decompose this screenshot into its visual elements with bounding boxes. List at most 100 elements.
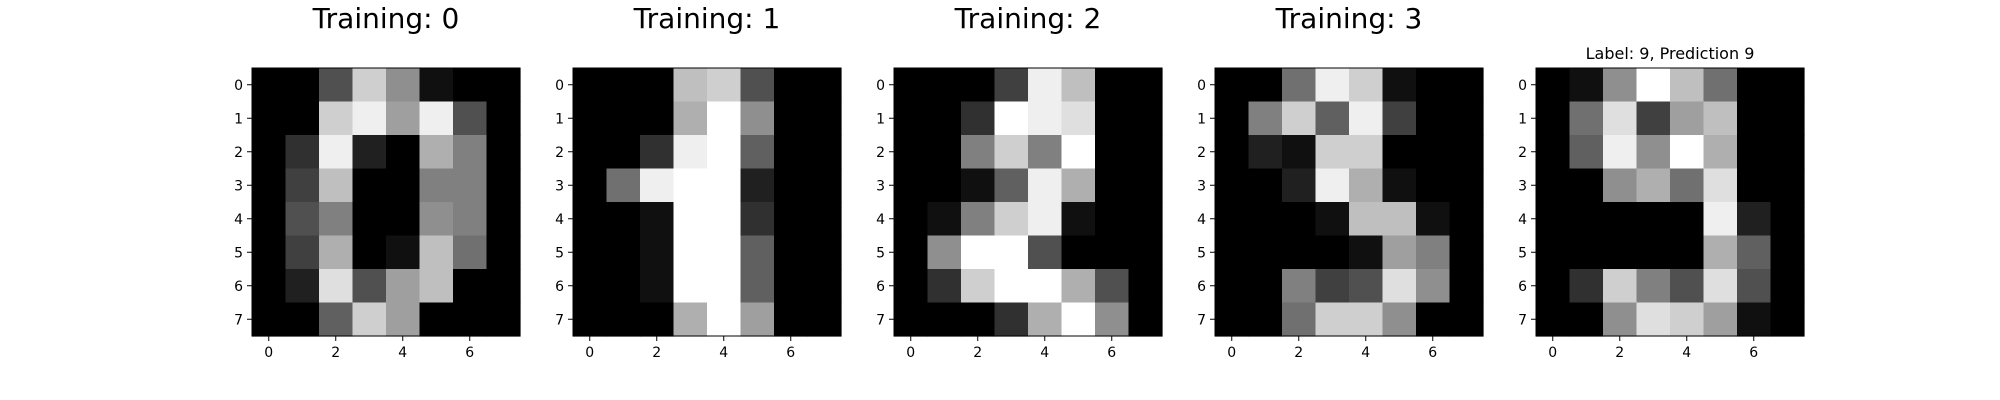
pixel-cell xyxy=(1382,68,1417,103)
pixel-cell xyxy=(1536,302,1571,337)
pixel-cell xyxy=(1449,68,1484,103)
pixel-cell xyxy=(1215,302,1250,337)
pixel-cell xyxy=(386,302,421,337)
pixel-cell xyxy=(994,202,1029,237)
pixel-cell xyxy=(1215,68,1250,103)
pixel-cell xyxy=(927,269,962,304)
pixel-cell xyxy=(319,135,354,170)
pixel-cell xyxy=(352,235,387,270)
pixel-cell xyxy=(1670,68,1705,103)
pixel-cell xyxy=(961,168,996,203)
pixel-cell xyxy=(1603,269,1638,304)
pixel-cell xyxy=(807,235,842,270)
pixel-cell xyxy=(927,202,962,237)
pixel-cell xyxy=(1416,101,1451,136)
pixel-cell xyxy=(1382,101,1417,136)
pixel-cell xyxy=(1095,68,1130,103)
pixel-cell xyxy=(1061,235,1096,270)
pixel-cell xyxy=(352,202,387,237)
pixel-cell xyxy=(1770,202,1805,237)
pixel-cell xyxy=(1028,168,1063,203)
pixel-cell xyxy=(285,135,320,170)
pixel-cell xyxy=(252,68,287,103)
pixel-cell xyxy=(1382,269,1417,304)
pixel-cell xyxy=(1215,168,1250,203)
digit-panel-2: 0 2 4 6 0 1 2 3 4 5 6 7 Training: 2 xyxy=(876,2,1163,361)
y-tick-label: 1 xyxy=(1518,111,1527,127)
pixel-cell xyxy=(419,235,454,270)
pixel-cell xyxy=(453,68,488,103)
y-tick-label: 2 xyxy=(1518,145,1527,161)
x-tick-label: 6 xyxy=(786,345,795,361)
panel-title: Label: 9, Prediction 9 xyxy=(1586,44,1755,63)
pixel-cell xyxy=(1028,68,1063,103)
y-tick-label: 4 xyxy=(1518,212,1527,228)
pixel-cell xyxy=(1215,135,1250,170)
pixel-cell xyxy=(1349,235,1384,270)
pixel-cell xyxy=(1569,135,1604,170)
pixel-cell xyxy=(707,302,742,337)
pixel-cell xyxy=(1315,302,1350,337)
y-tick-label: 4 xyxy=(555,212,564,228)
pixel-cell xyxy=(961,269,996,304)
pixel-cell xyxy=(1349,68,1384,103)
pixel-cell xyxy=(453,135,488,170)
pixel-cell xyxy=(1128,135,1163,170)
x-tick-label: 2 xyxy=(331,345,340,361)
y-tick-label: 5 xyxy=(876,245,885,261)
pixel-cell xyxy=(252,135,287,170)
pixel-cell xyxy=(1215,202,1250,237)
pixel-cell xyxy=(419,101,454,136)
pixel-cell xyxy=(927,168,962,203)
pixel-cell xyxy=(486,269,521,304)
pixel-cell xyxy=(994,135,1029,170)
y-tick-label: 1 xyxy=(234,111,243,127)
pixel-cell xyxy=(1248,269,1283,304)
y-tick-label: 6 xyxy=(555,279,564,295)
pixel-cell xyxy=(994,101,1029,136)
pixel-cell xyxy=(1703,101,1738,136)
pixel-cell xyxy=(319,302,354,337)
pixel-cell xyxy=(1603,302,1638,337)
x-tick-label: 2 xyxy=(973,345,982,361)
pixel-cell xyxy=(453,235,488,270)
pixel-cell xyxy=(1248,202,1283,237)
pixel-cell xyxy=(1349,202,1384,237)
pixel-cell xyxy=(1670,202,1705,237)
pixel-cell xyxy=(774,302,809,337)
y-tick-label: 0 xyxy=(876,78,885,94)
pixel-cell xyxy=(1603,168,1638,203)
y-tick-label: 7 xyxy=(1518,312,1527,328)
pixel-cell xyxy=(1449,101,1484,136)
pixel-cell xyxy=(640,235,675,270)
pixel-cell xyxy=(1095,135,1130,170)
y-tick-label: 2 xyxy=(555,145,564,161)
pixel-cell xyxy=(707,168,742,203)
y-tick-label: 6 xyxy=(234,279,243,295)
pixel-cell xyxy=(1416,135,1451,170)
pixel-cell xyxy=(285,269,320,304)
y-tick-label: 2 xyxy=(876,145,885,161)
pixel-cell xyxy=(1315,168,1350,203)
pixel-cell xyxy=(1095,269,1130,304)
pixel-cell xyxy=(1028,269,1063,304)
pixel-cell xyxy=(285,168,320,203)
pixel-cell xyxy=(606,235,641,270)
pixel-cell xyxy=(285,302,320,337)
pixel-cell xyxy=(1282,302,1317,337)
pixel-cell xyxy=(486,135,521,170)
pixel-cell xyxy=(319,235,354,270)
pixel-cell xyxy=(640,302,675,337)
axes-frame xyxy=(1214,67,1484,337)
pixel-cell xyxy=(961,68,996,103)
pixel-cell xyxy=(673,269,708,304)
pixel-cell xyxy=(606,269,641,304)
x-tick-label: 2 xyxy=(652,345,661,361)
y-tick-label: 4 xyxy=(234,212,243,228)
pixel-cell xyxy=(386,101,421,136)
pixel-cell xyxy=(1282,168,1317,203)
pixel-cell xyxy=(894,302,929,337)
pixel-cell xyxy=(1603,135,1638,170)
pixel-cell xyxy=(1636,168,1671,203)
y-tick-label: 4 xyxy=(1197,212,1206,228)
